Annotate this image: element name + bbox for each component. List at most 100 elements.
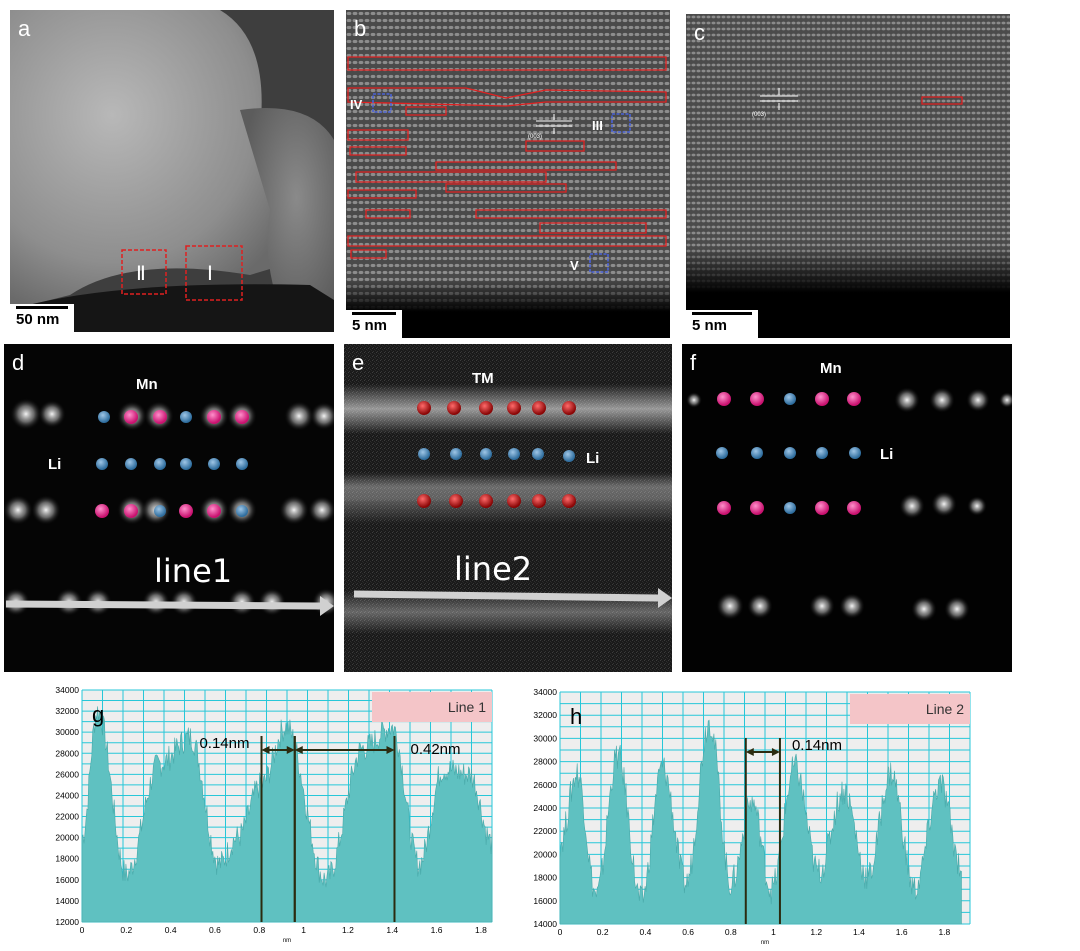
x-tick-label: 0 (80, 925, 85, 935)
panel-d-image (4, 344, 334, 672)
panel-e-image (344, 344, 672, 672)
y-tick-label: 32000 (55, 706, 79, 716)
y-tick-label: 34000 (533, 687, 557, 697)
panel-label-c: c (694, 20, 705, 45)
y-tick-label: 26000 (55, 769, 79, 779)
y-tick-label: 28000 (533, 757, 557, 767)
x-tick-label: 0.2 (597, 927, 609, 937)
y-tick-label: 20000 (533, 849, 557, 859)
x-axis-label: nm (761, 940, 769, 946)
x-tick-label: 1.6 (896, 927, 908, 937)
panel-label-h: h (570, 704, 582, 729)
panel-label-a: a (18, 16, 31, 41)
x-tick-label: 0.6 (209, 925, 221, 935)
scale-bar-c: 5 nm (686, 310, 758, 338)
y-tick-label: 18000 (533, 873, 557, 883)
atom-label-li-f: Li (880, 446, 894, 463)
y-tick-label: 22000 (533, 826, 557, 836)
x-tick-label: 1 (771, 927, 776, 937)
y-tick-label: 30000 (533, 733, 557, 743)
arrow-head (771, 748, 780, 756)
x-tick-label: 1.8 (475, 925, 487, 935)
legend-box (850, 694, 970, 724)
y-tick-label: 12000 (55, 917, 79, 927)
atom-label-tm-e: TM (472, 370, 494, 387)
panel-a-image: Ⅱ Ⅰ (10, 10, 334, 332)
panel-label-b: b (354, 16, 367, 41)
x-tick-label: 1.8 (938, 927, 950, 937)
scale-bar-a: 50 nm (10, 304, 74, 332)
y-tick-label: 18000 (55, 854, 79, 864)
panel-label-g: g (92, 702, 104, 727)
panel-label-e: e (352, 350, 365, 375)
x-tick-label: 0.4 (165, 925, 177, 935)
x-tick-label: 1.4 (386, 925, 398, 935)
line-label-1: line1 (154, 552, 233, 590)
panel-b-image: IV III V (003) (346, 10, 670, 338)
panel-f-image (682, 344, 1012, 672)
y-tick-label: 28000 (55, 748, 79, 758)
x-tick-label: 0.6 (682, 927, 694, 937)
panel-c: (003) c 5 nm (686, 14, 1010, 338)
arrow-head (294, 746, 303, 754)
scale-bar-b-text: 5 nm (352, 317, 388, 334)
y-tick-label: 20000 (55, 833, 79, 843)
chart-g: 12000 14000 16000 18000 20000 22000 24000 26000… (55, 685, 493, 944)
arrow-head (261, 746, 270, 754)
trace-g (81, 706, 493, 923)
y-tick-label: 16000 (55, 875, 79, 885)
x-tick-label: 1.2 (342, 925, 354, 935)
arrow-head (745, 748, 754, 756)
atom-label-li-d: Li (48, 456, 62, 473)
x-tick-label: 0 (558, 927, 563, 937)
x-tick-label: 0.8 (725, 927, 737, 937)
chart-h: 14000 16000 18000 20000 22000 24000 26000 28000… (533, 687, 971, 946)
x-tick-label: 0.2 (120, 925, 132, 935)
x-tick-label: 1.4 (853, 927, 865, 937)
legend-text: Line 2 (926, 701, 964, 717)
y-tick-label: 22000 (55, 812, 79, 822)
atom-label-mn-f: Mn (820, 360, 842, 377)
scale-bar-b: 5 nm (346, 310, 402, 338)
y-tick-label: 16000 (533, 896, 557, 906)
annotation-h-0: 0.14nm (792, 737, 842, 754)
arrow-head (286, 746, 295, 754)
panel-a: Ⅱ Ⅰ a 50 nm (10, 10, 334, 332)
panel-d: d Mn Li line1 (4, 344, 334, 672)
panel-f: f Mn Li (682, 344, 1012, 672)
annotation-g-0: 0.14nm (199, 735, 249, 752)
plane-label-c: (003) (752, 112, 766, 118)
scale-bar-a-text: 50 nm (16, 311, 60, 328)
y-tick-label: 24000 (55, 790, 79, 800)
panel-label-d: d (12, 350, 25, 375)
x-tick-label: 1 (301, 925, 306, 935)
y-tick-label: 30000 (55, 727, 79, 737)
atom-label-li-e: Li (586, 450, 600, 467)
y-tick-label: 24000 (533, 803, 557, 813)
annotation-g-1: 0.42nm (410, 741, 460, 758)
box-label-iii: III (592, 118, 603, 133)
trace-h (559, 719, 962, 925)
legend-box (372, 692, 492, 722)
y-tick-label: 32000 (533, 710, 557, 720)
atom-label-mn-d: Mn (136, 376, 158, 393)
y-tick-label: 26000 (533, 780, 557, 790)
box-label-iv: IV (350, 97, 363, 112)
legend-text: Line 1 (448, 699, 486, 715)
panel-label-f: f (690, 350, 697, 375)
plane-label-b: (003) (528, 134, 542, 140)
roi-label-2: Ⅱ (136, 263, 146, 285)
panel-e: e TM Li line2 (344, 344, 672, 672)
y-tick-label: 14000 (55, 896, 79, 906)
x-axis-label: nm (283, 938, 291, 944)
x-tick-label: 1.2 (810, 927, 822, 937)
arrow-head (386, 746, 395, 754)
x-tick-label: 1.6 (431, 925, 443, 935)
line-label-2: line2 (454, 550, 533, 588)
x-tick-label: 0.8 (253, 925, 265, 935)
panel-c-image: (003) (686, 14, 1010, 338)
roi-label-1: Ⅰ (207, 263, 213, 285)
x-tick-label: 0.4 (640, 927, 652, 937)
box-label-v: V (570, 258, 579, 273)
y-tick-label: 14000 (533, 919, 557, 929)
